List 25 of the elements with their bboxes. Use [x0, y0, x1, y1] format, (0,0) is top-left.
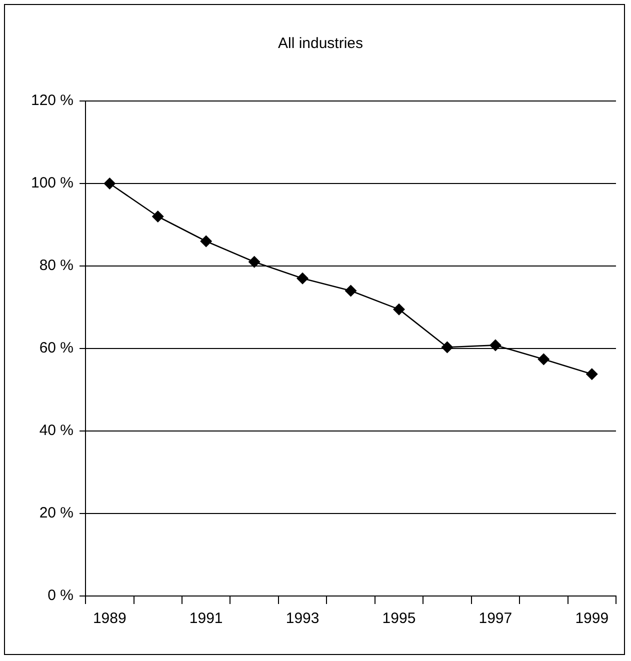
point — [489, 339, 502, 352]
point — [104, 178, 116, 190]
x-tick-label: 1993 — [286, 610, 320, 628]
chart-title: All industries — [278, 35, 364, 52]
x-tick-label: 1995 — [382, 610, 416, 628]
point — [200, 235, 212, 248]
y-tick-label: 120 % — [30, 92, 74, 110]
point — [296, 272, 309, 284]
x-tick-label: 1997 — [478, 610, 512, 628]
y-tick-label: 100 % — [30, 174, 74, 192]
point — [344, 284, 357, 297]
point — [586, 368, 598, 380]
point — [152, 210, 164, 222]
y-tick-label: 20 % — [39, 504, 74, 522]
y-tick-label: 80 % — [39, 257, 74, 274]
y-tick-label: 40 % — [39, 422, 74, 440]
point — [248, 256, 260, 268]
x-tick-label: 1989 — [92, 610, 126, 628]
x-tick-label: 1999 — [575, 610, 609, 628]
point — [441, 341, 454, 354]
point — [392, 303, 405, 316]
y-tick-label: 0 % — [48, 587, 74, 604]
x-tick-label: 1991 — [189, 610, 223, 628]
point — [538, 353, 550, 366]
y-tick-label: 60 % — [39, 340, 74, 357]
